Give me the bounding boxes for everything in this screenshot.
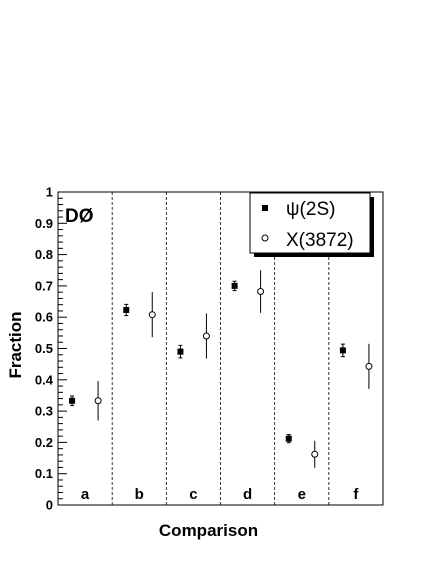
x-axis-title: Comparison	[159, 521, 258, 540]
y-tick-label: 0.2	[35, 435, 53, 450]
data-point-x3872	[257, 288, 265, 296]
data-point-x3872	[365, 362, 373, 370]
y-tick-label: 0.6	[35, 310, 53, 325]
category-label-e: e	[298, 486, 306, 503]
y-tick-label: 1	[46, 185, 53, 200]
error-bars	[70, 270, 370, 468]
experiment-label: DØ	[65, 206, 94, 227]
category-label-f: f	[353, 486, 359, 503]
y-tick-label: 0.1	[35, 466, 53, 481]
legend: ψ(2S) X(3872)	[249, 192, 374, 257]
category-labels: a b c d e f	[81, 486, 360, 503]
data-point-x3872	[311, 450, 319, 458]
data-point-psi2s	[69, 397, 76, 404]
data-point-x3872	[202, 332, 210, 340]
y-tick-label: 0.8	[35, 247, 53, 262]
data-point-psi2s	[231, 282, 238, 289]
y-tick-label: 0	[46, 498, 53, 513]
data-markers	[69, 282, 373, 458]
y-tick-label: 0.9	[35, 216, 53, 231]
category-label-a: a	[81, 486, 90, 503]
data-point-psi2s	[123, 307, 130, 314]
y-tick-label: 0.7	[35, 278, 53, 293]
y-tick-label: 0.5	[35, 341, 53, 356]
data-point-psi2s	[177, 348, 184, 355]
legend-label-x3872: X(3872)	[286, 230, 354, 251]
y-tick-label: 0.3	[35, 404, 53, 419]
y-axis-title: Fraction	[6, 311, 25, 378]
y-tick-label: 0.4	[35, 372, 54, 387]
legend-label-psi2s: ψ(2S)	[286, 199, 335, 220]
data-point-psi2s	[339, 347, 346, 354]
legend-marker-x3872	[261, 234, 269, 242]
category-label-c: c	[189, 486, 197, 503]
data-point-x3872	[148, 311, 156, 319]
legend-marker-psi2s	[262, 205, 268, 211]
category-label-d: d	[243, 486, 252, 503]
y-axis: 0 0.1 0.2 0.3 0.4 0.5 0.6 0.7 0.8 0.9 1	[35, 185, 67, 513]
legend-box	[249, 192, 371, 254]
category-label-b: b	[135, 486, 144, 503]
data-point-x3872	[94, 397, 102, 405]
data-point-psi2s	[285, 435, 292, 442]
